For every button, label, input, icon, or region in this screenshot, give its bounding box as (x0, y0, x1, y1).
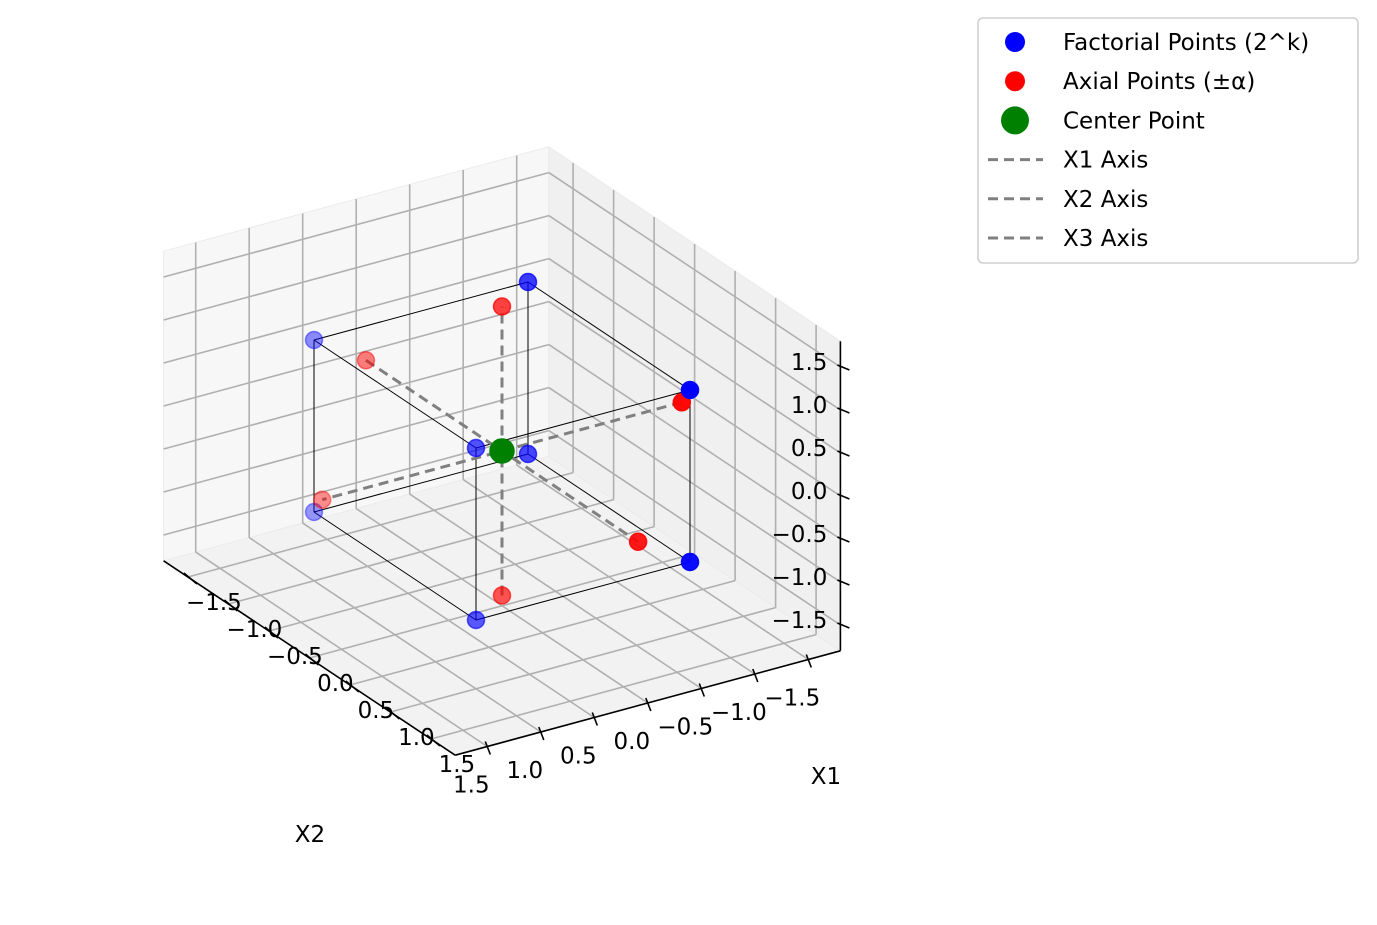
x2-tick-label: −0.5 (657, 715, 713, 741)
x1-tick-label: 1.0 (398, 725, 435, 751)
chart-legend: Factorial Points (2^k) Axial Points (±α) C… (977, 17, 1359, 264)
x2-tick-label: 1.0 (507, 758, 544, 784)
x2-tick-label: −1.0 (711, 700, 767, 726)
gridline (430, 633, 817, 740)
x1-tick (223, 599, 238, 612)
gridline (355, 507, 649, 704)
gridline (302, 522, 595, 719)
factorial-point (304, 502, 324, 522)
factorial-point (518, 272, 538, 292)
legend-label: X3 Axis (1063, 226, 1148, 252)
gridline (163, 171, 550, 278)
axial-point (356, 351, 376, 370)
gridline (349, 579, 736, 686)
x2-tick (645, 697, 652, 712)
legend-marker (1005, 32, 1025, 52)
x2-axis-line (321, 400, 683, 502)
x1-tick (183, 572, 198, 585)
axial-point (492, 586, 512, 605)
gridline (195, 551, 488, 748)
legend-label: Factorial Points (2^k) (1063, 30, 1309, 56)
x2-tick (698, 683, 706, 697)
cube-edge (313, 339, 477, 449)
x3-tick (837, 364, 850, 371)
x1-tick (304, 653, 319, 666)
cube-edge (313, 281, 529, 341)
gridline (248, 536, 542, 733)
cube-edge (527, 281, 691, 391)
x2-tick (752, 668, 759, 683)
x2-tick-label: −1.5 (764, 686, 820, 712)
chart-gridlines (163, 155, 841, 748)
x2-tick (484, 741, 492, 755)
x1-tick-label: 0.5 (358, 698, 395, 724)
legend-label: X2 Axis (1063, 187, 1148, 213)
legend-label: Axial Points (±α) (1063, 69, 1255, 95)
cube-edge (475, 561, 691, 621)
axial-point (312, 490, 332, 509)
x1-tick-label: 0.0 (317, 671, 354, 697)
x2-tick-label: 1.5 (453, 773, 490, 799)
center-point (489, 438, 515, 464)
x3-tick-label: 0.5 (791, 436, 828, 462)
x3-tick-label: 1.0 (791, 393, 828, 419)
x3-tick-label: −0.5 (772, 522, 828, 548)
factorial-point (518, 444, 538, 464)
x3-tick (837, 579, 850, 586)
gridline (390, 606, 776, 713)
x1-tick-label: −0.5 (267, 644, 323, 670)
x2-tick (538, 726, 545, 741)
legend-label: X1 Axis (1063, 148, 1148, 174)
gridline (548, 300, 841, 497)
chart-markers (304, 272, 700, 630)
gridline (163, 214, 550, 321)
chart-axes: −1.5−1.5−1.5−1.0−1.0−1.0−0.5−0.5−0.50.00… (163, 341, 850, 799)
x3-tick (837, 493, 850, 500)
factorial-point (680, 380, 700, 400)
x1-tick-label: −1.5 (186, 590, 242, 616)
x3-tick-label: −1.0 (772, 565, 828, 591)
axial-point (492, 297, 512, 316)
x1-tick-label: 1.5 (439, 752, 476, 778)
x1-tick (385, 707, 400, 720)
x3-tick-label: −1.5 (772, 608, 828, 634)
cube-edge (313, 511, 477, 621)
x3-tick (837, 450, 850, 457)
x3-tick (837, 622, 850, 629)
cube-edge (313, 453, 529, 513)
x3-tick-label: 1.5 (791, 350, 828, 376)
x2-tick-label: 0.5 (560, 744, 597, 770)
cube-edge (527, 453, 691, 563)
legend-frame (977, 17, 1359, 264)
axial-point (628, 532, 648, 551)
x1-tick (264, 626, 279, 639)
x3-tick (837, 536, 850, 543)
x1-tick-label: −1.0 (226, 617, 282, 643)
factorial-point (680, 552, 700, 572)
factorial-point (466, 610, 486, 630)
x2-tick (805, 654, 813, 668)
gridline (163, 257, 550, 364)
y-axis-label: X2 (295, 822, 325, 848)
legend-marker (1005, 71, 1025, 92)
gridline (548, 214, 841, 411)
x2-tick (591, 712, 599, 726)
x-axis-label: X1 (811, 764, 841, 790)
x1-tick (345, 680, 360, 693)
x3-tick (837, 407, 850, 414)
gridline (548, 257, 841, 454)
x3-tick-label: 0.0 (791, 479, 828, 505)
gridline (163, 300, 550, 407)
x1-tick (426, 734, 441, 747)
gridline (548, 171, 841, 368)
factorial-point (466, 438, 486, 458)
cube-edge (475, 389, 691, 449)
legend-label: Center Point (1063, 108, 1205, 134)
chart-labels: X1 X2 (295, 764, 841, 848)
factorial-point (304, 330, 324, 350)
legend-marker (1001, 106, 1029, 135)
x2-tick-label: 0.0 (614, 729, 651, 755)
